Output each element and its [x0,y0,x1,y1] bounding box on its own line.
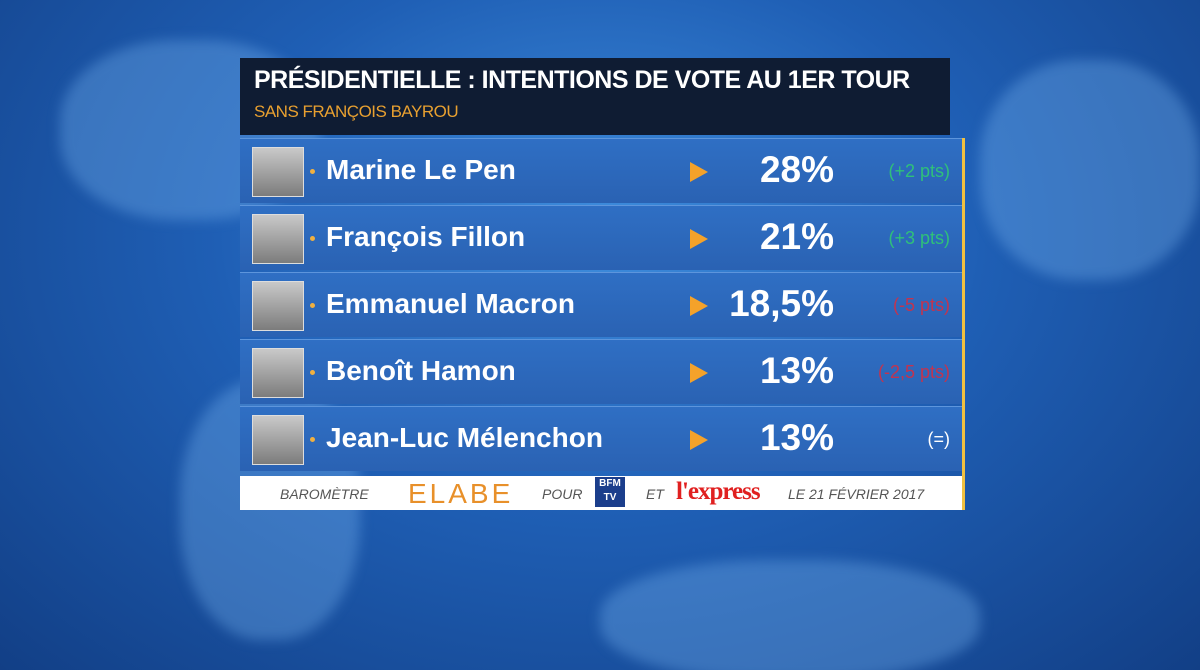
candidate-name: Marine Le Pen [326,154,516,185]
score-change: (-2,5 pts) [877,362,950,382]
footer-text: ET [646,486,664,502]
arrow-icon [690,162,708,182]
arrow-icon [690,296,708,316]
candidate-photo [252,281,304,331]
candidate-score: 18,5% [729,283,834,324]
title: PRÉSIDENTIELLE : INTENTIONS DE VOTE AU 1… [254,66,910,94]
bullet [310,236,315,241]
pollster-logo: ELABE [408,478,514,509]
footer-text: LE 21 FÉVRIER 2017 [788,486,925,502]
candidate-score: 21% [759,216,834,257]
arrow-icon [690,229,708,249]
candidate-score: 28% [759,149,834,190]
score-change: (+2 pts) [888,161,950,181]
score-change: (-5 pts) [892,295,950,315]
candidate-photo [252,415,304,465]
bullet [310,169,315,174]
map-shape [600,560,980,670]
candidate-score: 13% [759,350,834,391]
score-change: (+3 pts) [888,228,950,248]
results-panel: Marine Le Pen 28% (+2 pts) François Fillon 2… [240,138,962,472]
candidate-score: 13% [759,417,834,458]
candidate-row: Marine Le Pen 28% (+2 pts) [240,138,962,203]
magazine-logo: l'express [676,478,761,505]
arrow-icon [690,430,708,450]
bullet [310,370,315,375]
header: PRÉSIDENTIELLE : INTENTIONS DE VOTE AU 1… [240,58,950,135]
arrow-icon [690,363,708,383]
panel-edge [962,138,965,510]
candidate-photo [252,348,304,398]
candidate-photo [252,147,304,197]
bullet [310,303,315,308]
candidate-name: Jean-Luc Mélenchon [326,422,603,453]
candidate-name: Emmanuel Macron [326,288,575,319]
candidate-name: Benoît Hamon [326,355,516,386]
candidate-row: Emmanuel Macron 18,5% (-5 pts) [240,272,962,337]
score-change: (=) [927,429,951,449]
candidate-photo [252,214,304,264]
bullet [310,437,315,442]
map-shape [980,60,1200,280]
footer-text: BAROMÈTRE [280,486,369,502]
subtitle: SANS FRANÇOIS BAYROU [254,102,459,121]
candidate-row: Benoît Hamon 13% (-2,5 pts) [240,339,962,404]
footer: BAROMÈTRE ELABE POUR BFM TV ET l'express… [240,476,962,510]
channel-logo: BFM TV [595,477,625,507]
candidate-row: François Fillon 21% (+3 pts) [240,205,962,270]
candidate-name: François Fillon [326,221,526,252]
candidate-row: Jean-Luc Mélenchon 13% (=) [240,406,962,471]
footer-text: POUR [542,486,583,502]
